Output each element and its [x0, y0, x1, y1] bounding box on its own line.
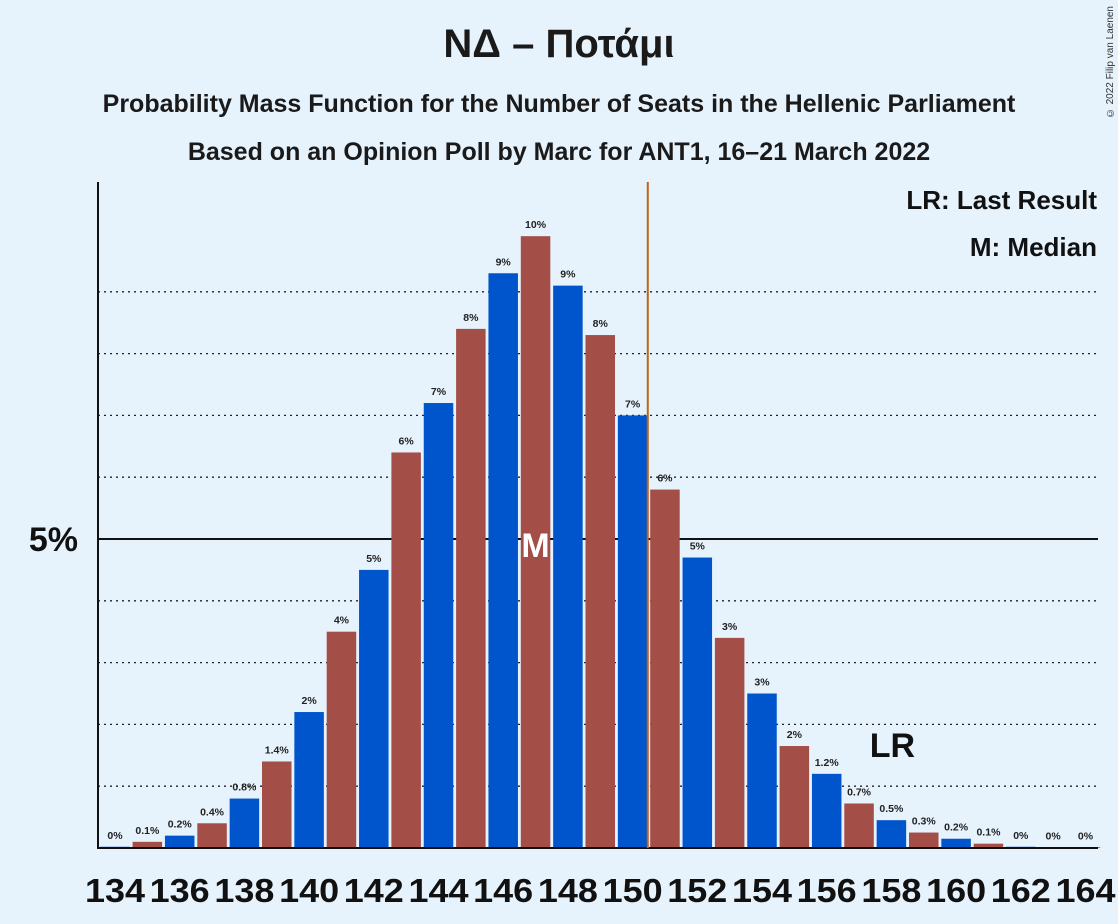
- bar-seat-156: [811, 773, 842, 848]
- bar-seat-154: [747, 693, 777, 848]
- x-tick-label: 138: [214, 872, 274, 909]
- x-tick-label: 136: [150, 872, 210, 909]
- bar-label: 0%: [107, 830, 123, 842]
- bar-label: 0.2%: [944, 822, 969, 834]
- bar-seat-144: [423, 403, 454, 848]
- bar-label: 5%: [690, 541, 706, 553]
- x-tick-label: 158: [861, 872, 921, 909]
- bar-label: 6%: [399, 435, 415, 447]
- bar-seat-159: [909, 832, 939, 848]
- overlay: M LR LR: Last Result M: Median: [521, 182, 1097, 848]
- x-tick-label: 140: [279, 872, 339, 909]
- bar-label: 0.1%: [135, 825, 160, 837]
- bar-seat-155: [779, 746, 810, 848]
- bar-label: 0.4%: [200, 806, 225, 818]
- bar-seat-143: [391, 452, 421, 848]
- bar-seat-135: [132, 841, 163, 848]
- median-marker: M: [521, 527, 549, 565]
- bar-seat-152: [682, 557, 713, 848]
- bar-seat-142: [359, 569, 389, 848]
- bar-seat-138: [229, 798, 260, 848]
- x-tick-label: 154: [732, 872, 793, 909]
- x-tick-label: 134: [85, 872, 146, 909]
- x-tick-label: 142: [344, 872, 404, 909]
- bar-seat-147: [520, 236, 551, 848]
- bar-label: 0.8%: [232, 782, 257, 794]
- y-tick-label: 5%: [29, 521, 78, 559]
- bar-label: 3%: [722, 621, 738, 633]
- bar-label: 2%: [787, 729, 803, 741]
- bar-label: 3%: [754, 677, 770, 689]
- bar-seat-137: [197, 823, 227, 848]
- bar-seat-160: [941, 838, 971, 848]
- bar-label: 9%: [560, 269, 576, 281]
- bar-seat-151: [650, 489, 680, 848]
- bar-seat-141: [326, 631, 357, 848]
- bar-seat-136: [164, 835, 195, 848]
- bar-label: 9%: [496, 256, 512, 268]
- bar-label: 10%: [525, 219, 547, 231]
- bar-label: 4%: [334, 615, 350, 627]
- x-tick-label: 152: [667, 872, 727, 909]
- bar-seat-140: [294, 712, 324, 848]
- axes: 5%: [29, 182, 1098, 849]
- x-tick-label: 150: [603, 872, 663, 909]
- bar-label: 0.5%: [879, 803, 904, 815]
- bar-seat-161: [973, 843, 1004, 848]
- bar-label: 0%: [1046, 830, 1062, 842]
- chart-subtitle: Probability Mass Function for the Number…: [102, 90, 1016, 118]
- bars: [100, 236, 1101, 848]
- bar-seat-146: [488, 273, 518, 848]
- x-tick-label: 164: [1056, 872, 1117, 909]
- bar-label: 7%: [625, 398, 641, 410]
- x-tick-label: 156: [797, 872, 857, 909]
- bar-label: 7%: [431, 386, 447, 398]
- x-tick-label: 162: [991, 872, 1051, 909]
- x-tick-label: 148: [538, 872, 598, 909]
- x-tick-label: 146: [473, 872, 533, 909]
- bar-seat-157: [844, 803, 874, 848]
- bar-label: 2%: [302, 695, 318, 707]
- bar-label: 8%: [593, 318, 609, 330]
- bar-label: 0.3%: [912, 816, 937, 828]
- bar-label: 0%: [1013, 830, 1029, 842]
- x-tick-label: 144: [409, 872, 470, 909]
- bar-label: 1.4%: [265, 744, 290, 756]
- bar-label: 8%: [463, 312, 479, 324]
- bar-seat-148: [553, 285, 583, 848]
- chart-title: ΝΔ – Ποτάμι: [443, 22, 675, 66]
- legend-median: M: Median: [970, 232, 1097, 262]
- bar-seat-158: [876, 820, 907, 848]
- chart-source: Based on an Opinion Poll by Marc for ANT…: [187, 138, 931, 166]
- bar-label: 0.2%: [168, 819, 193, 831]
- bar-seat-153: [714, 637, 745, 848]
- bar-label: 0.1%: [976, 827, 1001, 839]
- bar-label: 0.7%: [847, 787, 872, 799]
- legend-last-result: LR: Last Result: [906, 185, 1097, 215]
- x-tick-label: 160: [926, 872, 986, 909]
- x-tick-labels: 134 136 138 140 142 144 146 148 150 152 154 156 158 1…: [85, 872, 1116, 909]
- bar-seat-139: [262, 761, 292, 848]
- bar-label: 5%: [366, 553, 382, 565]
- bar-label: 1.2%: [815, 757, 840, 769]
- bar-seat-150: [617, 415, 648, 848]
- bar-seat-149: [585, 335, 615, 848]
- bar-seat-145: [456, 328, 486, 848]
- bar-label: 0%: [1078, 830, 1094, 842]
- last-result-marker: LR: [870, 727, 915, 765]
- bar-label: 6%: [657, 473, 673, 485]
- bar-labels: 0% 0.1% 0.2% 0.4% 0.8% 1.4% 2% 4% 5% 6% 7% 8% 9% 10% 9…: [107, 219, 1093, 842]
